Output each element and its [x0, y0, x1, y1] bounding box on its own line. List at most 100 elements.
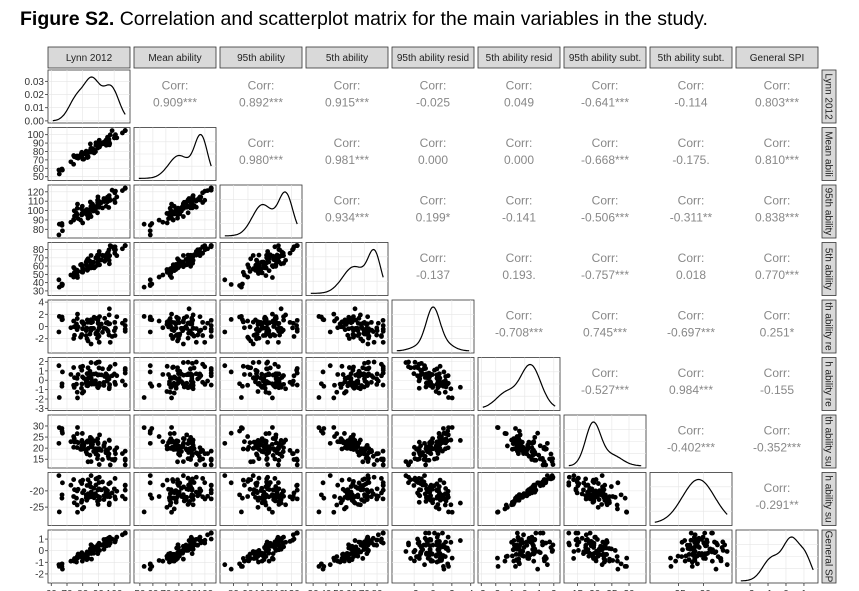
scatter-point	[355, 328, 361, 334]
scatter-point	[535, 566, 541, 572]
panel-frame	[220, 127, 302, 181]
scatter-point	[260, 553, 266, 559]
scatter-point	[222, 363, 228, 369]
scatter-point	[320, 369, 326, 375]
scatter-point	[88, 146, 94, 152]
scatter-point	[250, 491, 256, 497]
scatter-point	[60, 369, 65, 375]
corr-value: 0.193.	[502, 268, 535, 282]
scatter-point	[270, 275, 275, 280]
scatter-point	[380, 382, 386, 388]
scatter-point	[198, 540, 204, 546]
scatter-point	[193, 371, 199, 377]
scatter-point	[527, 490, 533, 496]
scatter-point	[278, 306, 284, 312]
scatter-point	[342, 431, 347, 436]
scatter-panel: Corr: -0.352***	[736, 415, 818, 468]
corr-label: Corr:	[678, 194, 705, 208]
scatter-point	[281, 317, 287, 323]
scatter-point	[176, 259, 182, 265]
scatter-point	[80, 152, 85, 157]
scatter-point	[281, 534, 286, 540]
scatter-point	[365, 341, 371, 347]
scatter-point	[81, 322, 87, 327]
corr-value: -0.708***	[495, 326, 543, 340]
scatter-point	[423, 384, 429, 390]
scatter-point	[93, 378, 98, 384]
scatter-point	[147, 329, 153, 335]
scatter-point	[101, 383, 107, 388]
column-strip-label: 5th ability resid	[486, 53, 553, 64]
scatter-panel	[47, 127, 131, 181]
scatter-point	[175, 338, 180, 344]
scatter-panel: Corr: -0.708***	[478, 300, 560, 353]
scatter-point	[544, 562, 550, 568]
scatter-point	[355, 553, 361, 559]
scatter-point	[693, 542, 699, 548]
y-tick-label: 50	[33, 270, 45, 281]
scatter-point	[442, 502, 448, 508]
scatter-point	[702, 530, 708, 536]
scatter-point	[222, 277, 228, 283]
scatter-point	[59, 561, 65, 567]
scatter-point	[278, 261, 284, 267]
scatter-point	[544, 440, 550, 446]
scatter-point	[254, 440, 260, 446]
scatter-point	[87, 141, 93, 147]
column-strip: 5th ability subt.	[649, 46, 733, 69]
scatter-point	[72, 487, 77, 493]
scatter-point	[120, 378, 125, 384]
scatter-point	[205, 532, 210, 538]
scatter-point	[316, 395, 322, 400]
scatter-point	[267, 480, 273, 485]
scatter-point	[618, 492, 624, 498]
scatter-point	[101, 546, 107, 552]
corr-value: -0.114	[674, 96, 707, 110]
scatter-point	[350, 436, 356, 442]
scatter-point	[170, 336, 176, 341]
x-tick-label: -2	[746, 589, 755, 591]
scatter-point	[256, 495, 262, 501]
scatter-point	[75, 372, 81, 377]
scatter-point	[715, 542, 720, 548]
y-tick-label: 60	[33, 164, 45, 175]
scatter-point	[106, 306, 112, 312]
scatter-point	[208, 370, 214, 376]
scatter-point	[84, 267, 90, 273]
scatter-point	[166, 486, 171, 492]
corr-label: Corr:	[248, 79, 275, 93]
scatter-panel: Corr: 0.980***	[220, 127, 302, 181]
scatter-panel: Corr: -0.506***	[564, 185, 646, 238]
scatter-point	[682, 538, 688, 543]
scatter-point	[422, 535, 428, 541]
scatter-point	[147, 282, 153, 287]
scatter-point	[250, 459, 256, 464]
scatter-point	[277, 247, 282, 253]
y-tick-label: 90	[33, 139, 45, 150]
scatter-point	[208, 382, 214, 388]
scatter-point	[356, 374, 362, 379]
row-strip: Lynn 2012	[821, 69, 837, 124]
scatter-point	[74, 321, 79, 327]
scatter-point	[574, 542, 580, 548]
scatter-point	[156, 318, 162, 324]
scatter-point	[334, 502, 340, 508]
scatter-point	[147, 440, 153, 446]
scatter-point	[188, 494, 194, 500]
scatter-point	[79, 381, 85, 387]
scatter-panel	[563, 472, 647, 526]
scatter-point	[106, 142, 112, 148]
density-curve	[568, 421, 642, 467]
scatter-point	[156, 558, 162, 563]
scatter-point	[412, 477, 417, 482]
scatter-point	[415, 365, 421, 371]
panel-frame	[564, 185, 646, 238]
scatter-point	[122, 483, 128, 489]
scatter-point	[208, 323, 214, 328]
scatter-point	[514, 530, 520, 536]
scatter-point	[156, 274, 162, 280]
scatter-point	[356, 315, 362, 321]
scatter-point	[346, 552, 352, 558]
scatter-point	[583, 532, 589, 538]
corr-value: 0.745***	[583, 326, 627, 340]
